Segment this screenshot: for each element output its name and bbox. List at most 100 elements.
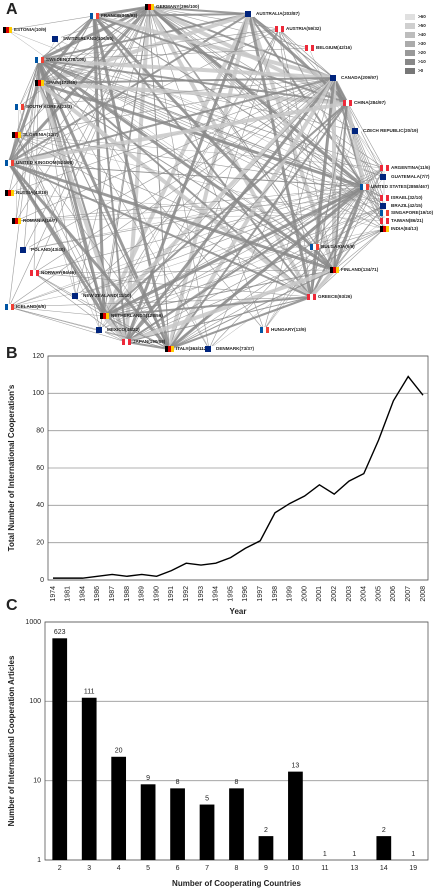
x-tick-label: 19	[409, 865, 417, 872]
flag	[5, 304, 8, 310]
edge	[103, 185, 365, 318]
edge	[263, 246, 315, 331]
flag	[145, 4, 148, 10]
edge	[33, 186, 365, 274]
edge	[8, 162, 127, 343]
flag	[386, 165, 389, 171]
node-label: SWEDEN(278/100)	[46, 57, 86, 62]
x-tick-label: 6	[176, 865, 180, 872]
legend-label: >40	[418, 32, 426, 37]
flag	[266, 327, 269, 333]
edge	[168, 205, 385, 350]
flag	[310, 244, 313, 250]
y-tick-label: 10	[33, 778, 41, 785]
legend-label: >20	[418, 50, 426, 55]
legend-swatch	[405, 41, 415, 47]
legend-swatch	[405, 23, 415, 29]
edge	[333, 77, 385, 214]
edge	[8, 101, 348, 165]
edge	[99, 186, 365, 331]
value-label: 2	[264, 827, 268, 834]
edge	[247, 13, 336, 271]
bar	[229, 788, 244, 860]
x-tick-label: 4	[117, 865, 121, 872]
bar	[288, 771, 303, 860]
flag	[333, 75, 336, 81]
flag	[380, 210, 383, 216]
flag	[148, 4, 151, 10]
node-label: FINLAND(134/71)	[341, 267, 379, 272]
bar	[170, 788, 185, 860]
flag	[12, 218, 15, 224]
node-label: GERMANY(396/100)	[156, 4, 200, 9]
legend-label: >0	[418, 68, 424, 73]
flag	[380, 218, 383, 224]
edge	[103, 228, 385, 317]
edge	[8, 59, 40, 308]
x-tick-label: 8	[235, 865, 239, 872]
flag	[386, 195, 389, 201]
y-tick-label: 20	[36, 540, 44, 547]
flag	[15, 218, 18, 224]
bar	[81, 697, 97, 860]
node-label: NORWAY(84/46)	[41, 270, 76, 275]
node-label: JAPAN(190/58)	[133, 339, 166, 344]
edge	[248, 13, 335, 79]
x-axis-label: Year	[230, 607, 247, 616]
edge	[38, 81, 348, 105]
y-tick-label: 60	[36, 465, 44, 472]
flag	[41, 80, 44, 86]
edge	[15, 212, 385, 222]
x-tick-label: 2006	[390, 586, 397, 602]
edge	[15, 197, 385, 222]
edge	[15, 134, 335, 271]
flag	[310, 294, 313, 300]
edge	[148, 6, 265, 331]
x-tick-label: 2008	[420, 586, 427, 602]
node-label: SOUTH KOREA(23/3)	[26, 104, 72, 109]
flag	[363, 184, 366, 190]
x-axis-label: Number of Cooperating Countries	[172, 879, 301, 888]
flag	[275, 26, 278, 32]
node-label: DENMARK(73/37)	[216, 346, 255, 351]
node-label: ARGENTINA(11/6)	[391, 165, 431, 170]
flag	[386, 226, 389, 232]
flag	[18, 218, 21, 224]
node-label: BRAZIL(42/15)	[391, 203, 423, 208]
x-tick-label: 7	[205, 865, 209, 872]
node-label: ICELAND(6/5)	[16, 304, 46, 309]
edge	[124, 13, 251, 343]
edge	[18, 59, 40, 108]
flag	[366, 184, 369, 190]
edge	[38, 82, 105, 317]
flag	[330, 267, 333, 273]
edge	[103, 205, 385, 317]
node-label: SPAIN(172/45)	[46, 80, 77, 85]
x-tick-label: 1989	[139, 586, 146, 602]
edge	[148, 6, 250, 15]
edge	[33, 59, 40, 274]
flag	[36, 270, 39, 276]
flag	[96, 13, 99, 19]
edge	[15, 6, 150, 222]
flag	[386, 218, 389, 224]
node-label: POLAND(43/40)	[31, 247, 65, 252]
x-tick-label: 1988	[124, 586, 131, 602]
x-tick-label: 9	[264, 865, 268, 872]
flag	[90, 13, 93, 19]
edge	[102, 76, 336, 318]
node-label: AUSTRALIA(203/87)	[256, 11, 300, 16]
y-tick-label: 120	[32, 353, 44, 360]
flag	[330, 75, 333, 81]
edge	[278, 28, 335, 79]
x-tick-label: 2001	[316, 586, 323, 602]
edge	[8, 6, 150, 194]
value-label: 111	[84, 689, 95, 696]
flag	[383, 174, 386, 180]
flag	[383, 203, 386, 209]
node-label: MEXICO(48/22)	[107, 327, 140, 332]
x-tick-label: 1997	[257, 586, 264, 602]
edge	[93, 14, 335, 80]
edge	[33, 269, 335, 274]
edge	[23, 176, 385, 251]
